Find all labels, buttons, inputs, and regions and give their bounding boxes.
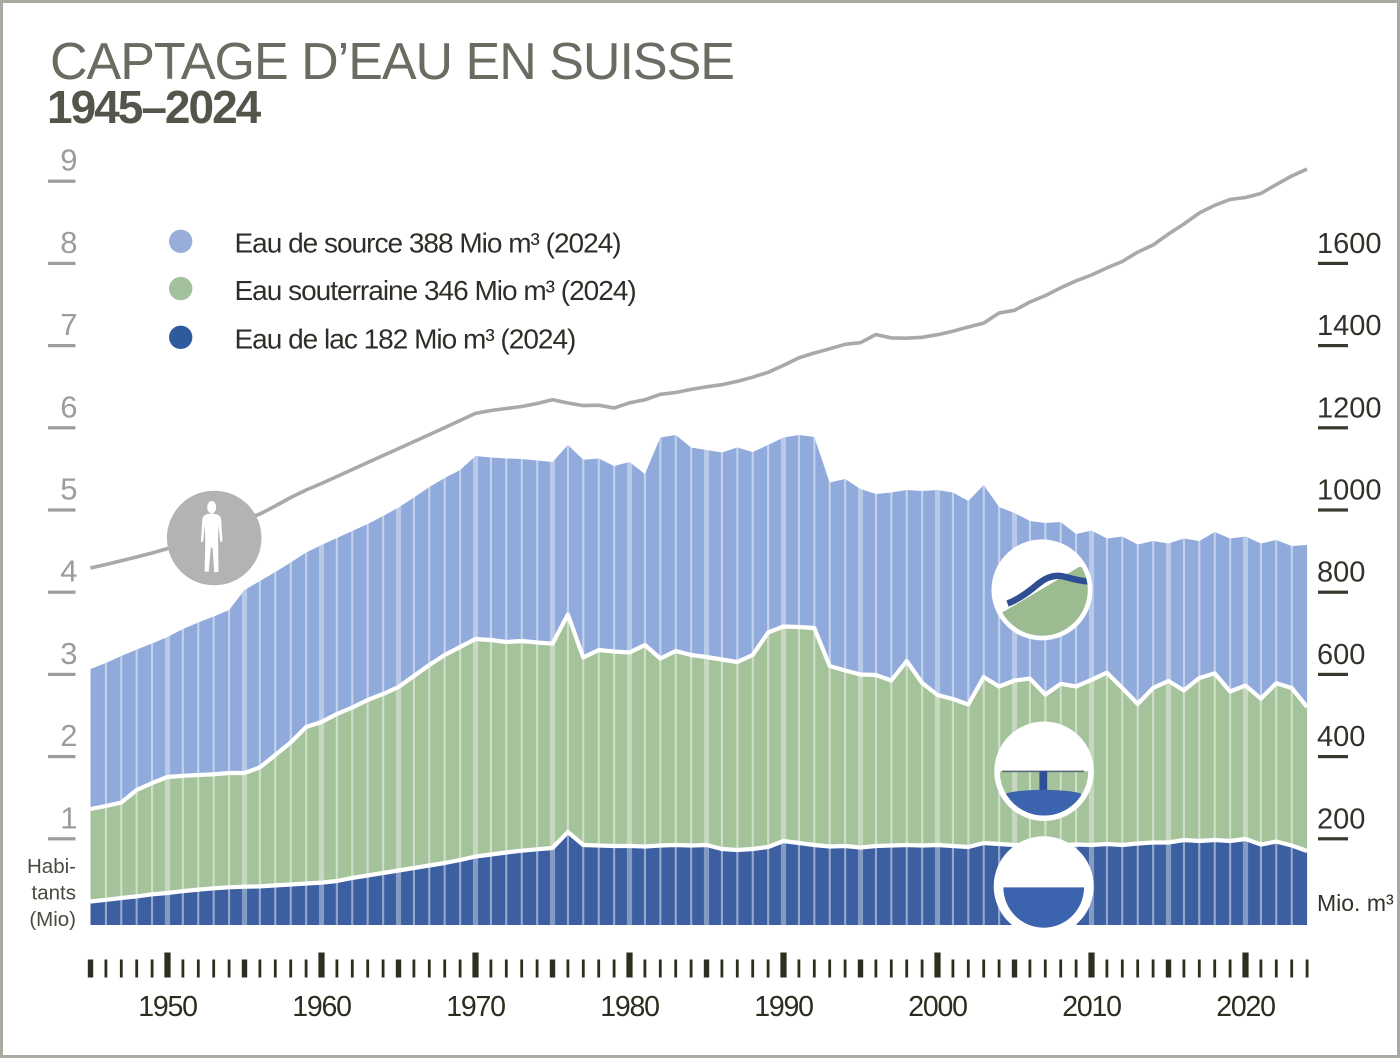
svg-text:7: 7	[60, 307, 77, 342]
svg-text:1990: 1990	[754, 991, 813, 1023]
svg-text:600: 600	[1317, 639, 1365, 671]
svg-text:200: 200	[1317, 803, 1365, 835]
svg-text:2: 2	[60, 718, 77, 753]
svg-text:1970: 1970	[446, 991, 505, 1023]
svg-text:(Mio): (Mio)	[29, 908, 76, 931]
svg-text:2000: 2000	[908, 991, 967, 1023]
svg-text:1200: 1200	[1317, 392, 1382, 424]
svg-text:6: 6	[60, 389, 77, 424]
svg-text:Eau de lac 182 Mio m³ (2024): Eau de lac 182 Mio m³ (2024)	[235, 324, 576, 355]
svg-text:tants: tants	[32, 882, 76, 905]
svg-text:1945–2024: 1945–2024	[47, 81, 262, 133]
svg-text:1: 1	[60, 800, 77, 835]
svg-text:1000: 1000	[1317, 475, 1382, 507]
svg-text:Mio. m³: Mio. m³	[1317, 890, 1394, 916]
svg-text:800: 800	[1317, 557, 1365, 589]
svg-text:2010: 2010	[1062, 991, 1121, 1023]
svg-text:1980: 1980	[600, 991, 659, 1023]
svg-text:5: 5	[60, 472, 77, 507]
svg-text:Eau de source 388 Mio m³ (2024: Eau de source 388 Mio m³ (2024)	[235, 228, 621, 259]
svg-text:1600: 1600	[1317, 228, 1382, 260]
svg-text:Eau souterraine 346 Mio m³ (20: Eau souterraine 346 Mio m³ (2024)	[235, 275, 636, 306]
svg-text:4: 4	[60, 554, 77, 589]
svg-text:1400: 1400	[1317, 310, 1382, 342]
svg-text:8: 8	[60, 225, 77, 260]
svg-text:400: 400	[1317, 721, 1365, 753]
svg-text:Habi-: Habi-	[27, 855, 76, 878]
svg-text:2020: 2020	[1216, 991, 1275, 1023]
svg-text:1960: 1960	[292, 991, 351, 1023]
svg-text:9: 9	[60, 143, 77, 178]
svg-text:1950: 1950	[138, 991, 197, 1023]
svg-text:CAPTAGE D’EAU EN SUISSE: CAPTAGE D’EAU EN SUISSE	[50, 33, 734, 91]
svg-text:3: 3	[60, 636, 77, 671]
